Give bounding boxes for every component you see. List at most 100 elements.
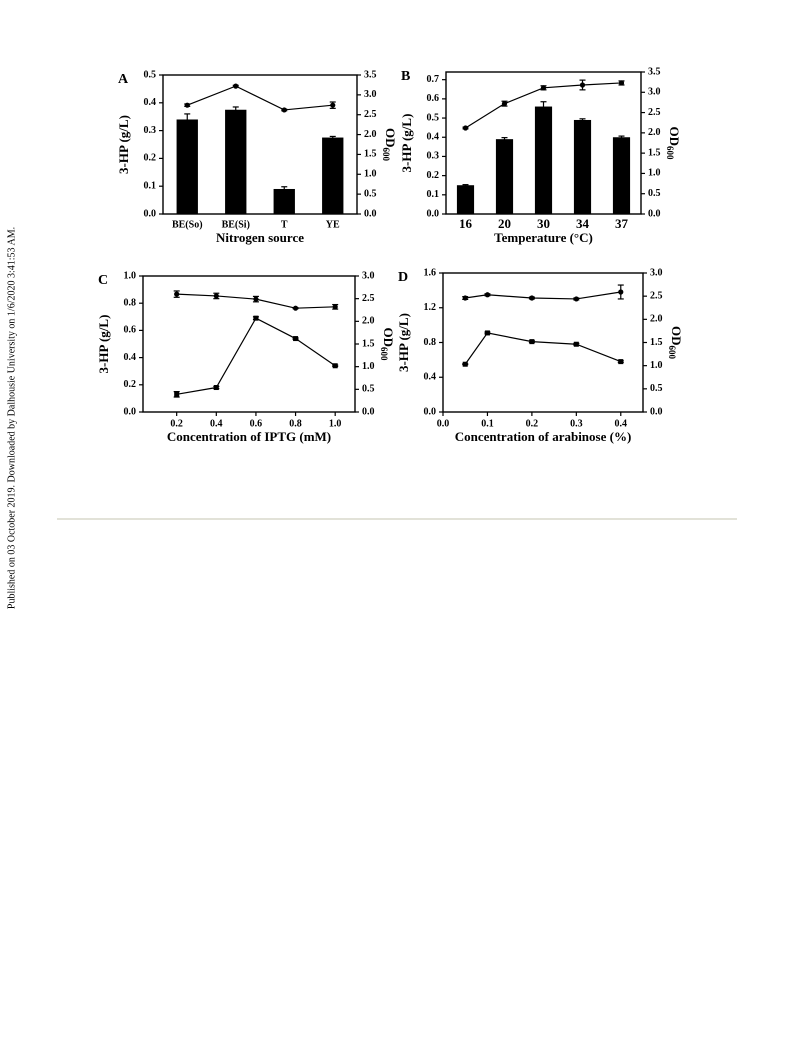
y2-axis-label-sub: 600 bbox=[381, 148, 391, 162]
x-tick-label: 0.4 bbox=[615, 418, 628, 429]
panel-label: C bbox=[98, 273, 108, 288]
error-bar bbox=[501, 137, 508, 142]
y-tick-label: 0.0 bbox=[427, 208, 440, 219]
y2-tick-label: 0.5 bbox=[364, 188, 377, 199]
y-tick-label: 0.5 bbox=[427, 112, 440, 123]
y-tick-label: 0.4 bbox=[427, 132, 440, 143]
y2-tick-label: 2.5 bbox=[362, 293, 375, 304]
y2-tick-label: 0.0 bbox=[650, 406, 663, 417]
y2-tick-label: 0.0 bbox=[648, 208, 661, 219]
y2-tick-label: 0.5 bbox=[362, 384, 375, 395]
y-axis-label: 3-HP (g/L) bbox=[96, 315, 111, 374]
y-tick-label: 0.2 bbox=[144, 153, 157, 164]
marker bbox=[332, 363, 338, 369]
y-tick-label: 0.4 bbox=[124, 352, 137, 363]
marker bbox=[579, 82, 586, 88]
x-axis-label: Temperature (°C) bbox=[494, 230, 593, 245]
marker bbox=[253, 315, 259, 321]
marker bbox=[253, 296, 259, 302]
error-bar bbox=[184, 113, 191, 126]
y2-tick-label: 3.0 bbox=[364, 89, 377, 100]
marker bbox=[618, 80, 625, 86]
bar bbox=[495, 139, 514, 214]
marker bbox=[529, 295, 535, 301]
y-tick-label: 0.0 bbox=[144, 208, 157, 219]
bar bbox=[612, 137, 631, 214]
x-tick-label: 30 bbox=[537, 216, 550, 231]
x-tick-label: BE(So) bbox=[172, 219, 203, 230]
marker bbox=[529, 339, 535, 345]
error-bar bbox=[329, 135, 336, 140]
y-tick-label: 0.4 bbox=[144, 97, 157, 108]
x-tick-label: 0.0 bbox=[437, 418, 450, 429]
bar bbox=[322, 137, 344, 214]
x-axis-label: Nitrogen source bbox=[216, 230, 304, 245]
side-note: Published on 03 October 2019. Downloaded… bbox=[6, 227, 17, 609]
marker bbox=[292, 305, 299, 311]
marker bbox=[184, 102, 190, 108]
y2-tick-label: 1.0 bbox=[650, 360, 663, 371]
y2-axis-label: OD600 bbox=[665, 127, 682, 161]
y2-axis-label-main: OD bbox=[669, 326, 684, 346]
y-tick-label: 0.8 bbox=[424, 337, 437, 348]
y2-axis-label: OD600 bbox=[381, 128, 398, 162]
y2-tick-label: 1.0 bbox=[362, 361, 375, 372]
x-tick-label: 1.0 bbox=[329, 418, 342, 429]
y2-tick-label: 2.5 bbox=[650, 290, 663, 301]
y2-tick-label: 2.0 bbox=[364, 129, 377, 140]
bar bbox=[176, 119, 198, 214]
line bbox=[187, 85, 333, 111]
y-tick-label: 0.3 bbox=[144, 125, 157, 136]
error-bar bbox=[618, 135, 625, 139]
panel-label: A bbox=[118, 72, 129, 87]
marker bbox=[501, 101, 508, 107]
marker bbox=[462, 295, 468, 301]
x-tick-label: 37 bbox=[615, 216, 629, 231]
y2-axis-label-main: OD bbox=[383, 128, 398, 148]
y-tick-label: 0.1 bbox=[427, 189, 440, 200]
y-axis-label: 3-HP (g/L) bbox=[399, 114, 414, 173]
error-bar bbox=[281, 186, 288, 192]
x-axis-label: Concentration of IPTG (mM) bbox=[167, 429, 331, 444]
marker bbox=[484, 330, 490, 336]
marker bbox=[233, 83, 239, 89]
bar bbox=[273, 188, 295, 214]
x-tick-label: 0.6 bbox=[250, 418, 263, 429]
y2-axis-label: OD600 bbox=[379, 328, 396, 362]
y-tick-label: 0.1 bbox=[144, 180, 157, 191]
y-tick-label: 0.6 bbox=[427, 93, 440, 104]
y2-tick-label: 2.5 bbox=[648, 107, 661, 118]
y2-tick-label: 2.0 bbox=[648, 127, 661, 138]
y2-tick-label: 1.0 bbox=[364, 169, 377, 180]
y2-tick-label: 2.0 bbox=[362, 316, 375, 327]
y2-tick-label: 3.5 bbox=[364, 69, 377, 80]
y2-tick-label: 3.5 bbox=[648, 66, 661, 77]
marker bbox=[213, 293, 219, 299]
error-bar bbox=[232, 106, 239, 114]
y2-axis-label-sub: 600 bbox=[379, 347, 389, 361]
bar bbox=[225, 109, 247, 214]
x-tick-label: 0.4 bbox=[210, 418, 223, 429]
marker bbox=[484, 292, 491, 298]
y-tick-label: 0.5 bbox=[144, 69, 157, 80]
x-tick-label: 0.2 bbox=[526, 418, 539, 429]
x-tick-label: 0.1 bbox=[481, 418, 494, 429]
y-tick-label: 1.0 bbox=[124, 270, 137, 281]
marker bbox=[330, 102, 336, 108]
y2-tick-label: 3.0 bbox=[650, 267, 663, 278]
y2-tick-label: 2.0 bbox=[650, 314, 663, 325]
error-bar bbox=[540, 101, 547, 112]
x-tick-label: 0.3 bbox=[570, 418, 583, 429]
y2-tick-label: 0.0 bbox=[364, 208, 377, 219]
y-tick-label: 0.2 bbox=[124, 379, 137, 390]
x-tick-label: 34 bbox=[576, 216, 590, 231]
marker bbox=[573, 296, 579, 302]
y-tick-label: 0.0 bbox=[424, 406, 437, 417]
error-bar bbox=[462, 184, 469, 187]
y2-tick-label: 1.5 bbox=[364, 149, 377, 160]
bar bbox=[573, 119, 592, 214]
y-axis-label: 3-HP (g/L) bbox=[396, 313, 411, 372]
y-tick-label: 0.6 bbox=[124, 325, 137, 336]
